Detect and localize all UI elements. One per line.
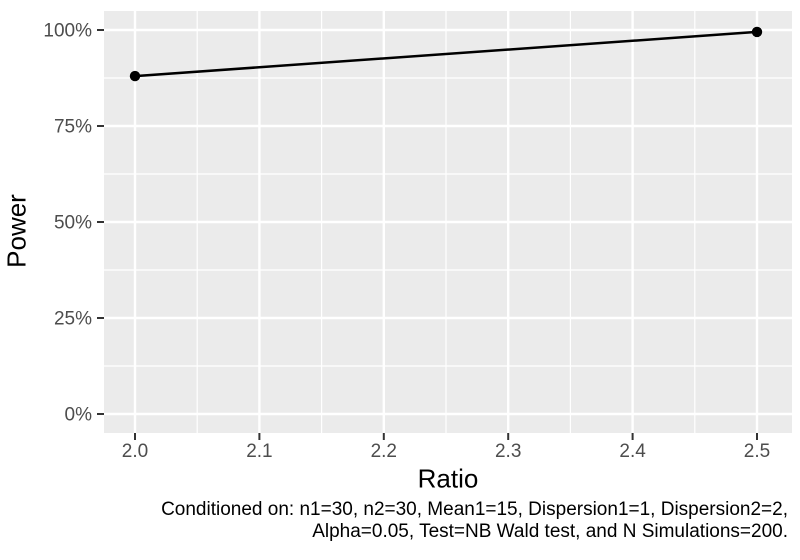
y-tick-label: 50% <box>54 213 92 234</box>
x-tick-label: 2.3 <box>495 441 521 462</box>
x-axis-title: Ratio <box>417 463 479 494</box>
caption-line-1: Conditioned on: n1=30, n2=30, Mean1=15, … <box>161 499 788 520</box>
data-point <box>751 26 763 38</box>
data-point <box>129 70 141 82</box>
x-tick-label: 2.5 <box>744 441 770 462</box>
x-tick-label: 2.2 <box>371 441 397 462</box>
chart-canvas: 2.0 2.1 2.2 2.3 2.4 2.5 0% 25% 50% 75% 100% <box>43 11 792 462</box>
x-tick-label: 2.4 <box>619 441 646 462</box>
y-tick-label: 0% <box>65 405 93 426</box>
power-line <box>134 30 758 78</box>
caption: Conditioned on: n1=30, n2=30, Mean1=15, … <box>161 499 788 543</box>
x-tick-label: 2.0 <box>122 441 148 462</box>
y-axis-title: Power <box>1 194 32 268</box>
y-tick-label: 100% <box>43 21 92 42</box>
caption-line-2: Alpha=0.05, Test=NB Wald test, and N Sim… <box>312 521 788 542</box>
y-tick-label: 25% <box>54 309 92 330</box>
x-tick-label: 2.1 <box>246 441 272 462</box>
y-tick-label: 75% <box>54 117 92 138</box>
